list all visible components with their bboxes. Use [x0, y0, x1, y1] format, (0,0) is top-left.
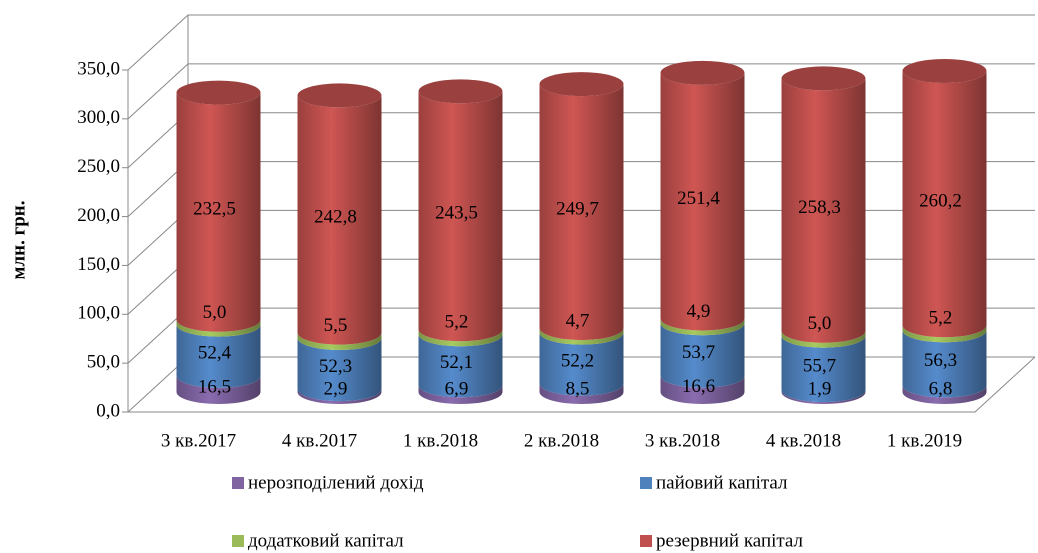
value-label: 6,8 — [929, 378, 953, 399]
value-label: 243,5 — [435, 203, 478, 224]
cylinder-segment — [539, 332, 624, 396]
value-label: 52,4 — [198, 343, 232, 364]
floor-edge — [128, 356, 1036, 413]
value-label: 2,9 — [324, 378, 348, 399]
legend-label: резервний капітал — [656, 530, 804, 551]
cylinder-segment — [176, 324, 261, 388]
y-tick-label: 100,0 — [77, 303, 120, 324]
cylinder-segment — [176, 375, 261, 404]
value-label: 1,9 — [808, 378, 832, 399]
x-tick-label: 4 кв.2017 — [282, 430, 357, 451]
cylinder-segment — [781, 390, 866, 404]
value-label: 5,0 — [808, 313, 832, 334]
legend-swatch — [232, 535, 244, 547]
y-tick-label: 200,0 — [77, 205, 120, 226]
x-tick-label: 1 кв.2019 — [887, 430, 962, 451]
grid-line — [127, 63, 1035, 120]
cylinder-segment — [660, 318, 745, 336]
cylinder-segment — [539, 328, 624, 345]
value-label: 52,3 — [319, 356, 352, 377]
x-tick-label: 3 кв.2018 — [645, 430, 720, 451]
value-label: 232,5 — [193, 199, 236, 220]
x-tick-label: 3 кв.2017 — [161, 430, 236, 451]
cylinder-segment — [297, 338, 382, 402]
x-tick-label: 1 кв.2018 — [403, 430, 478, 451]
y-tick-label: 0,0 — [96, 400, 120, 421]
value-label: 52,1 — [440, 352, 473, 373]
y-tick-label: 300,0 — [77, 107, 120, 128]
value-label: 16,6 — [682, 376, 715, 397]
cylinder-top — [418, 79, 503, 104]
cylinder-top — [902, 59, 987, 84]
value-label: 53,7 — [682, 342, 715, 363]
y-tick-label: 350,0 — [77, 58, 120, 79]
x-tick-label: 2 кв.2018 — [524, 430, 599, 451]
cylinder-segment — [176, 319, 261, 337]
cylinder-top — [781, 66, 866, 91]
y-tick-label: 50,0 — [87, 352, 120, 373]
cylinder-segment — [781, 335, 866, 403]
cylinder-segment — [297, 95, 382, 345]
value-label: 249,7 — [556, 198, 599, 219]
value-label: 4,7 — [566, 310, 590, 331]
y-axis-title: млн. грн. — [8, 201, 29, 280]
value-label: 6,9 — [445, 378, 469, 399]
value-label: 52,2 — [561, 351, 594, 372]
grid-line — [127, 14, 1035, 71]
value-label: 5,5 — [324, 315, 348, 336]
value-label: 5,2 — [929, 308, 953, 329]
cylinder-segment — [660, 72, 745, 331]
value-label: 5,2 — [445, 312, 469, 333]
cylinder-segment — [418, 334, 503, 398]
value-label: 242,8 — [314, 206, 357, 227]
legend-swatch — [640, 535, 652, 547]
cylinder-top — [660, 60, 745, 85]
x-tick-label: 4 кв.2018 — [766, 430, 841, 451]
y-tick-label: 150,0 — [77, 254, 120, 275]
cylinder-segment — [660, 375, 745, 404]
legend-label: пайовий капітал — [656, 472, 788, 493]
cylinder-segment — [781, 78, 866, 343]
cylinder-segment — [297, 389, 382, 404]
cylinder-segment — [418, 329, 503, 347]
legend-swatch — [232, 477, 244, 489]
cylinder-segment — [539, 84, 624, 341]
cylinder-segment — [176, 92, 261, 332]
cylinder-top — [176, 80, 261, 105]
value-label: 56,3 — [924, 350, 957, 371]
cylinder-segment — [418, 385, 503, 404]
cylinder-segment — [781, 330, 866, 348]
value-label: 251,4 — [677, 188, 720, 209]
value-label: 55,7 — [803, 355, 836, 376]
value-label: 8,5 — [566, 378, 590, 399]
cylinder-top — [539, 72, 624, 97]
legend-label: додатковий капітал — [248, 530, 404, 551]
cylinder-segment — [902, 71, 987, 338]
cylinder-segment — [660, 323, 745, 388]
value-label: 4,9 — [687, 301, 711, 322]
value-label: 260,2 — [919, 190, 962, 211]
cylinder-segment — [902, 325, 987, 343]
cylinder-top — [297, 83, 382, 108]
y-tick-label: 250,0 — [77, 156, 120, 177]
cylinder-segment — [902, 330, 987, 398]
value-label: 16,5 — [198, 376, 231, 397]
value-label: 258,3 — [798, 197, 841, 218]
cylinder-segment — [418, 91, 503, 342]
cylinder-segment — [539, 383, 624, 404]
cylinder-segment — [297, 332, 382, 351]
cylinder-segment — [902, 385, 987, 404]
legend-swatch — [640, 477, 652, 489]
legend-label: нерозподілений дохід — [248, 472, 424, 493]
value-label: 5,0 — [203, 302, 227, 323]
